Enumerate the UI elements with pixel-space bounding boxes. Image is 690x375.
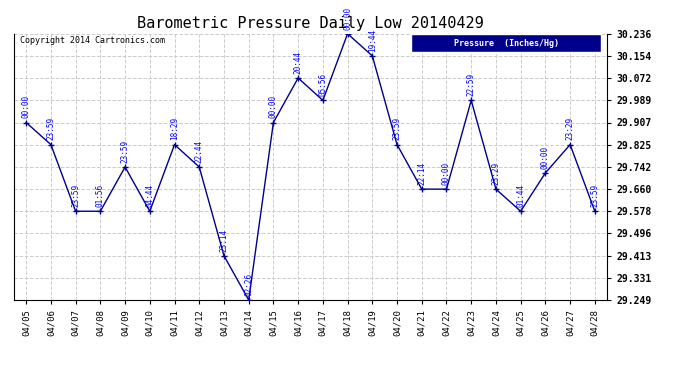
Text: 01:56: 01:56 xyxy=(96,184,105,207)
Title: Barometric Pressure Daily Low 20140429: Barometric Pressure Daily Low 20140429 xyxy=(137,16,484,31)
Text: 22:14: 22:14 xyxy=(417,162,426,185)
Text: 18:29: 18:29 xyxy=(170,117,179,141)
Text: 23:59: 23:59 xyxy=(393,117,402,141)
Text: 05:56: 05:56 xyxy=(318,73,327,96)
Text: 00:00: 00:00 xyxy=(269,95,278,118)
Text: 22:44: 22:44 xyxy=(195,140,204,163)
Text: 23:59: 23:59 xyxy=(121,140,130,163)
Text: 00:00: 00:00 xyxy=(21,95,30,118)
Text: Copyright 2014 Cartronics.com: Copyright 2014 Cartronics.com xyxy=(20,36,165,45)
Text: 23:59: 23:59 xyxy=(591,184,600,207)
Text: 23:59: 23:59 xyxy=(46,117,55,141)
Text: 23:59: 23:59 xyxy=(71,184,80,207)
Text: 02:26: 02:26 xyxy=(244,273,253,296)
Text: 04:44: 04:44 xyxy=(146,184,155,207)
Text: 23:29: 23:29 xyxy=(566,117,575,141)
Text: 00:00: 00:00 xyxy=(541,146,550,169)
Text: 00:00: 00:00 xyxy=(442,162,451,185)
Text: 20:44: 20:44 xyxy=(294,51,303,74)
Text: 22:59: 22:59 xyxy=(466,73,475,96)
Text: 00:00: 00:00 xyxy=(343,6,352,30)
Text: Pressure  (Inches/Hg): Pressure (Inches/Hg) xyxy=(454,39,559,48)
Text: 23:29: 23:29 xyxy=(491,162,500,185)
FancyBboxPatch shape xyxy=(411,34,601,53)
Text: 19:44: 19:44 xyxy=(368,28,377,52)
Text: 01:44: 01:44 xyxy=(516,184,525,207)
Text: 23:14: 23:14 xyxy=(219,228,228,252)
